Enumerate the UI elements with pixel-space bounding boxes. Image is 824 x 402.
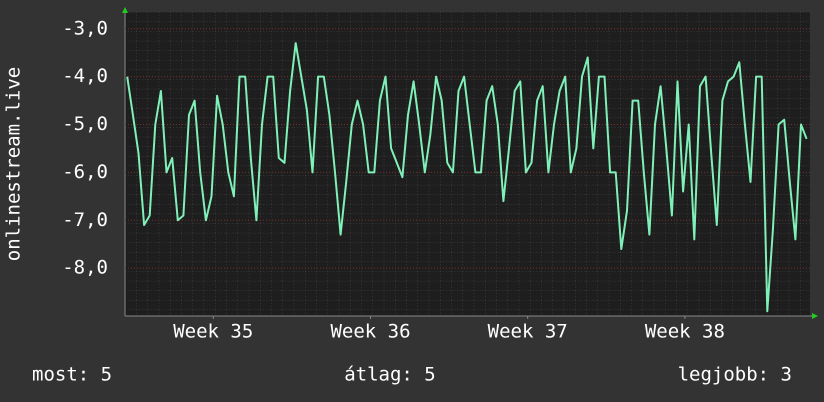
y-tick-label: -5,0: [62, 113, 108, 135]
y-axis-label: onlinestream.live: [3, 67, 25, 261]
series-line: [126, 42, 808, 313]
x-tick-label: Week 37: [488, 321, 568, 343]
footer-current: most: 5: [32, 364, 112, 386]
x-tick-label: Week 36: [330, 321, 410, 343]
minor-grid: [125, 12, 810, 316]
y-tick-label: -6,0: [62, 161, 108, 183]
x-arrow: [812, 313, 818, 319]
footer-best: legjobb: 3: [678, 364, 792, 386]
footer-average: átlag: 5: [344, 364, 436, 386]
y-tick-label: -7,0: [62, 209, 108, 231]
x-tick-label: Week 38: [645, 321, 725, 343]
y-tick-label: -8,0: [62, 257, 108, 279]
y-arrow: [122, 7, 128, 13]
x-tick-label: Week 35: [173, 321, 253, 343]
y-tick-label: -4,0: [62, 65, 108, 87]
y-tick-label: -3,0: [62, 17, 108, 39]
